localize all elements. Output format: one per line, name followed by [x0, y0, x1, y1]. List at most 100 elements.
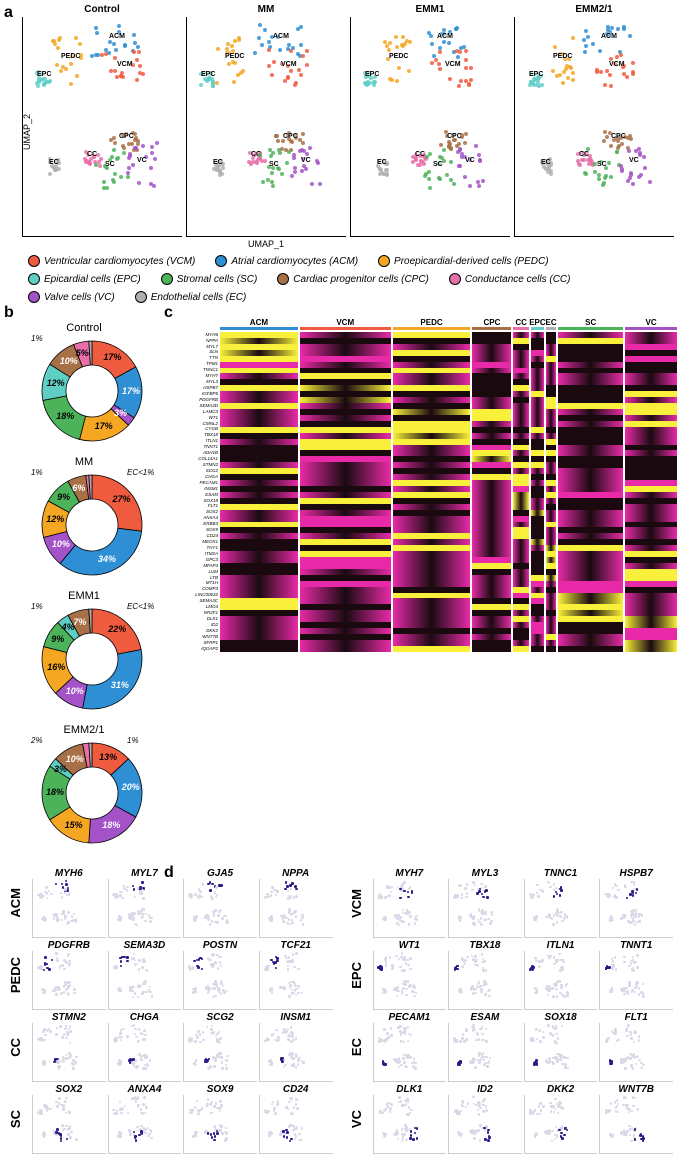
gene-title: SCG2: [183, 1012, 257, 1023]
heatmap-gene-label: MYH7: [184, 374, 220, 379]
cluster-label: VC: [465, 157, 475, 164]
gene-title: TNNT1: [599, 940, 673, 951]
cluster-label: EC: [377, 159, 387, 166]
gene-cell: WT1: [373, 940, 447, 1010]
gene-cell: CD24: [259, 1084, 333, 1154]
gene-title: HSPB7: [599, 868, 673, 879]
heatmap-gene-label: PECAM1: [184, 481, 220, 486]
cluster-label: VCM: [281, 61, 297, 68]
gene-cell: NPPA: [259, 868, 333, 938]
heatmap-gene-label: MFAP4: [184, 564, 220, 569]
heatmap-gene-label: SOX2: [184, 510, 220, 515]
heatmap-gene-label: FLT1: [184, 504, 220, 509]
gene-umap: [259, 951, 333, 1010]
gene-title: PDGFRB: [32, 940, 106, 951]
gene-title: ID2: [448, 1084, 522, 1095]
donut-pct: 17%: [95, 421, 113, 431]
gene-umap: [108, 1023, 182, 1082]
donut-pct: 3%: [54, 764, 67, 774]
gene-umap: [32, 879, 106, 938]
gene-title: NPPA: [259, 868, 333, 879]
donut-pct: 5%: [76, 348, 89, 358]
umap-title: EMM2/1: [514, 4, 674, 15]
heatmap-col-label: PEDC: [420, 318, 442, 327]
gene-title: WT1: [373, 940, 447, 951]
gene-cell: SCG2: [183, 1012, 257, 1082]
gene-cell: SOX2: [32, 1084, 106, 1154]
gene-row-label: VCM: [349, 889, 371, 918]
gene-title: INSM1: [259, 1012, 333, 1023]
cluster-label: PEDC: [61, 53, 80, 60]
donut-chart: EMM2/113%20%18%15%18%3%10%2%1%: [20, 724, 164, 848]
gene-title: TBX18: [448, 940, 522, 951]
donut-pct: 16%: [47, 662, 65, 672]
cluster-label: ACM: [109, 33, 125, 40]
legend-swatch: [28, 273, 40, 285]
gene-title: TCF21: [259, 940, 333, 951]
heatmap-col-label: EPC: [529, 318, 545, 327]
heatmap-gene-label: STMN2: [184, 463, 220, 468]
gene-row-label: CC: [8, 1038, 30, 1057]
gene-umap: [448, 879, 522, 938]
gene-title: SEMA3D: [108, 940, 182, 951]
heatmap-gene-label: LAMC3: [184, 410, 220, 415]
gene-cell: MYL3: [448, 868, 522, 938]
legend-label: Stromal cells (SC): [177, 274, 258, 285]
gene-title: DKK2: [524, 1084, 598, 1095]
gene-title: GJA5: [183, 868, 257, 879]
gene-umap: [599, 1095, 673, 1154]
heatmap-gene-label: COMP3: [184, 587, 220, 592]
legend-item: Ventricular cardiomyocytes (VCM): [28, 255, 195, 267]
heatmap-gene-label: COL14A1: [184, 457, 220, 462]
gene-cell: POSTN: [183, 940, 257, 1010]
gene-cell: TNNT1: [599, 940, 673, 1010]
heatmap-gene-label: WNT7B: [184, 635, 220, 640]
gene-cell: SOX18: [524, 1012, 598, 1082]
cluster-label: VC: [301, 157, 311, 164]
donut-callout: 2%: [31, 736, 43, 745]
gene-cell: CHGA: [108, 1012, 182, 1082]
donut-title: MM: [4, 456, 164, 468]
gene-title: PECAM1: [373, 1012, 447, 1023]
gene-umap: [32, 1023, 106, 1082]
heatmap-gene-label: ESAM: [184, 493, 220, 498]
heatmap-gene-label: LINC00632: [184, 593, 220, 598]
cluster-label: EPC: [37, 71, 51, 78]
gene-umap: [108, 879, 182, 938]
cluster-label: CC: [415, 151, 425, 158]
heatmap-col-label: CC: [515, 318, 527, 327]
gene-umap: [183, 1095, 257, 1154]
gene-umap: [524, 951, 598, 1010]
panel-c: c MYH6NPPAMYL7SLNTTNTPM1TNNC1MYH7MYL3HSP…: [164, 304, 677, 858]
gene-cell: ID2: [448, 1084, 522, 1154]
legend-label: Endothelial cells (EC): [151, 292, 247, 303]
heatmap-column: ACM: [220, 332, 300, 652]
cluster-label: CC: [87, 151, 97, 158]
legend-item: Epicardial cells (EPC): [28, 273, 141, 285]
gene-title: TNNC1: [524, 868, 598, 879]
cluster-label: CPC: [119, 133, 134, 140]
panel-b-label: b: [4, 304, 14, 322]
donut-pct: 34%: [98, 554, 116, 564]
gene-cell: PECAM1: [373, 1012, 447, 1082]
gene-title: MYL3: [448, 868, 522, 879]
heatmap-gene-label: SOX18: [184, 499, 220, 504]
heatmap-gene-label: DLK1: [184, 617, 220, 622]
heatmap-gene-label: ITLN1: [184, 439, 220, 444]
heatmap-gene-label: CMNL2: [184, 422, 220, 427]
legend-swatch: [161, 273, 173, 285]
gene-umap: [259, 1023, 333, 1082]
gene-cell: MYL7: [108, 868, 182, 938]
legend-swatch: [28, 291, 40, 303]
heatmap-gene-label: IQGAP2: [184, 647, 220, 652]
donut-pct: 10%: [66, 754, 84, 764]
gene-umap: [373, 1023, 447, 1082]
legend-item: Valve cells (VC): [28, 291, 115, 303]
heatmap-col-label: EC: [546, 318, 557, 327]
gene-umap: [599, 879, 673, 938]
gene-cell: HSPB7: [599, 868, 673, 938]
heatmap-col-label: ACM: [250, 318, 268, 327]
heatmap-col-label: VCM: [336, 318, 354, 327]
heatmap-gene-label: WT1: [184, 416, 220, 421]
heatmap-gene-label: SEMA3D: [184, 404, 220, 409]
